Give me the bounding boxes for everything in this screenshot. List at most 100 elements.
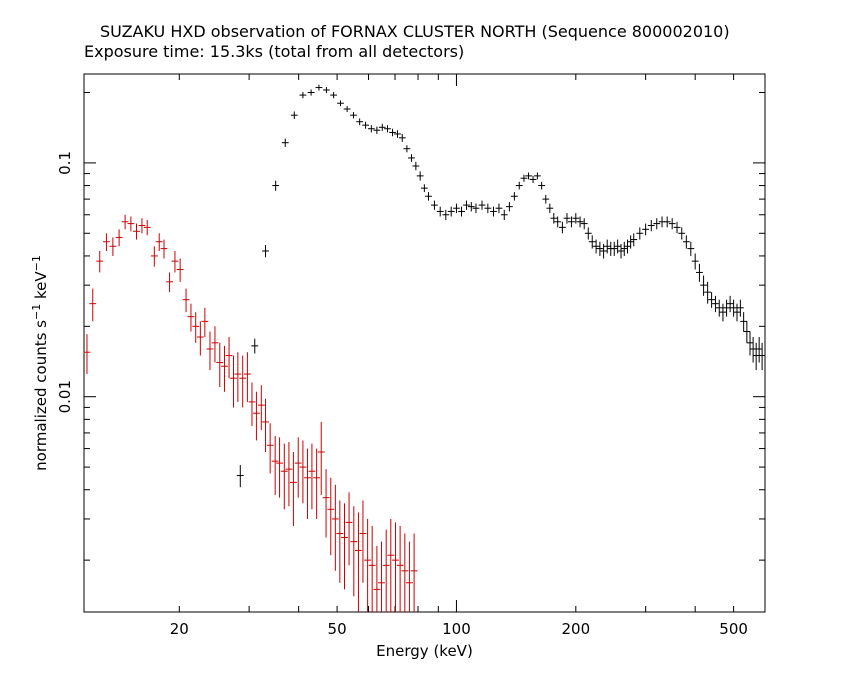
data-point bbox=[236, 465, 244, 488]
data-point bbox=[700, 275, 707, 296]
data-point bbox=[337, 100, 344, 107]
data-point bbox=[382, 529, 390, 612]
data-point bbox=[505, 202, 513, 212]
data-point bbox=[719, 303, 727, 322]
data-point bbox=[642, 223, 650, 236]
data-point bbox=[603, 239, 611, 254]
data-point bbox=[121, 214, 129, 230]
data-point bbox=[230, 355, 237, 408]
data-point bbox=[313, 448, 321, 519]
data-point bbox=[327, 477, 335, 556]
data-point bbox=[359, 500, 367, 583]
data-point bbox=[345, 492, 353, 566]
data-point bbox=[243, 352, 251, 402]
data-point bbox=[600, 243, 607, 259]
data-point bbox=[431, 200, 438, 210]
data-point bbox=[596, 241, 604, 256]
data-point bbox=[563, 213, 571, 224]
data-point bbox=[166, 272, 173, 293]
data-point bbox=[187, 303, 195, 332]
y-axis-label-unit: keV bbox=[32, 271, 50, 304]
axis-ticks bbox=[84, 74, 766, 612]
plot-frame bbox=[83, 73, 766, 613]
x-tick-label: 50 bbox=[328, 620, 347, 638]
data-point bbox=[290, 111, 298, 120]
data-point bbox=[378, 541, 385, 612]
data-point bbox=[726, 295, 734, 313]
y-axis-label-main: normalized counts s bbox=[32, 320, 50, 471]
data-point bbox=[155, 233, 163, 251]
data-point bbox=[356, 118, 364, 126]
data-point bbox=[216, 342, 224, 388]
data-point bbox=[276, 437, 283, 498]
data-point bbox=[687, 241, 695, 256]
data-point bbox=[533, 172, 541, 180]
data-point bbox=[755, 337, 763, 363]
data-point bbox=[663, 216, 671, 228]
data-point bbox=[668, 218, 676, 230]
data-point bbox=[554, 216, 562, 228]
data-point bbox=[251, 338, 259, 354]
data-point bbox=[396, 525, 404, 612]
x-tick-label: 20 bbox=[170, 620, 189, 638]
data-point bbox=[425, 192, 432, 201]
data-point bbox=[239, 355, 247, 408]
data-point bbox=[743, 321, 751, 343]
data-point bbox=[83, 334, 91, 375]
data-point bbox=[394, 130, 401, 138]
data-point bbox=[420, 184, 428, 193]
data-point bbox=[248, 382, 256, 426]
data-point bbox=[266, 423, 274, 474]
data-point bbox=[580, 218, 588, 230]
data-point bbox=[160, 239, 168, 259]
data-point bbox=[304, 448, 311, 519]
data-point bbox=[373, 126, 381, 134]
data-point bbox=[538, 181, 546, 190]
data-point bbox=[576, 216, 584, 228]
data-point bbox=[416, 171, 424, 181]
data-point bbox=[317, 421, 325, 495]
x-tick-label: 200 bbox=[561, 620, 590, 638]
data-point bbox=[315, 84, 323, 91]
data-point bbox=[647, 219, 655, 232]
data-point bbox=[696, 263, 703, 282]
data-point bbox=[322, 469, 330, 538]
y-tick-label: 0.01 bbox=[56, 380, 74, 413]
x-axis-label: Energy (keV) bbox=[376, 642, 473, 660]
data-point bbox=[673, 221, 681, 234]
data-point bbox=[262, 398, 269, 453]
data-point bbox=[225, 337, 233, 379]
data-point bbox=[281, 138, 289, 147]
data-point bbox=[617, 243, 625, 259]
data-point bbox=[490, 206, 497, 217]
data-point bbox=[308, 443, 316, 510]
tick-labels: 20 50 100 200 500 0.01 0.1 bbox=[56, 151, 748, 638]
data-point bbox=[133, 223, 140, 240]
data-point bbox=[408, 154, 415, 162]
data-point bbox=[558, 221, 566, 234]
data-point bbox=[196, 321, 204, 356]
data-point bbox=[331, 484, 339, 571]
data-point bbox=[201, 307, 209, 338]
data-point bbox=[467, 202, 475, 212]
data-point bbox=[355, 512, 362, 612]
data-point bbox=[736, 299, 744, 317]
y-axis-label: normalized counts s−1 keV−1 bbox=[30, 255, 50, 471]
data-point bbox=[627, 235, 635, 249]
data-point bbox=[389, 128, 396, 137]
data-point bbox=[478, 200, 486, 210]
data-point bbox=[542, 194, 550, 204]
data-point bbox=[630, 233, 638, 247]
data-point bbox=[472, 203, 480, 214]
data-point bbox=[529, 175, 537, 184]
y-axis-label-sup1: −1 bbox=[30, 304, 43, 320]
data-point bbox=[620, 241, 628, 256]
data-point bbox=[115, 229, 123, 247]
data-point bbox=[740, 312, 748, 332]
data-point bbox=[401, 533, 409, 612]
data-point bbox=[584, 227, 592, 240]
data-point bbox=[384, 125, 391, 133]
data-point bbox=[290, 452, 297, 526]
data-point bbox=[182, 288, 190, 313]
data-point bbox=[127, 216, 135, 232]
